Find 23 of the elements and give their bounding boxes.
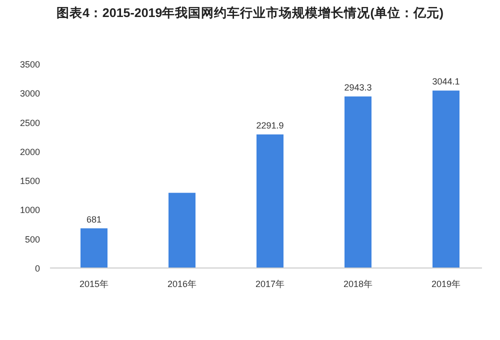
y-tick-label: 3000 — [20, 88, 40, 99]
y-tick-label: 500 — [24, 234, 40, 244]
bar — [256, 134, 284, 268]
y-tick-label: 3500 — [20, 60, 40, 70]
data-label: 2943.3 — [344, 82, 372, 92]
bar — [80, 228, 108, 268]
x-tick-label: 2018年 — [343, 279, 373, 289]
data-label: 2291.9 — [256, 120, 284, 130]
bar — [344, 96, 372, 268]
x-tick-label: 2015年 — [79, 279, 109, 289]
y-tick-label: 1000 — [20, 205, 40, 216]
x-tick-label: 2016年 — [167, 279, 197, 289]
y-tick-label: 2500 — [20, 118, 40, 128]
bar — [168, 192, 196, 268]
chart-title: 图表4：2015-2019年我国网约车行业市场规模增长情况(单位：亿元) — [56, 5, 444, 20]
data-label: 3044.1 — [432, 76, 460, 87]
x-tick-label: 2017年 — [255, 279, 285, 289]
bar — [432, 90, 460, 268]
data-label: 681 — [86, 214, 102, 224]
x-tick-label: 2019年 — [431, 279, 461, 289]
y-tick-label: 0 — [34, 264, 40, 274]
y-tick-label: 1500 — [20, 176, 40, 186]
y-tick-label: 2000 — [20, 146, 40, 157]
